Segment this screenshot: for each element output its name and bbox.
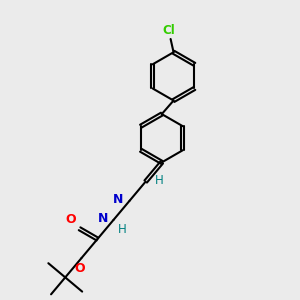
Text: O: O: [75, 262, 85, 275]
Text: H: H: [118, 223, 127, 236]
Text: O: O: [65, 213, 76, 226]
Text: Cl: Cl: [163, 24, 175, 37]
Text: N: N: [98, 212, 108, 225]
Text: N: N: [113, 193, 123, 206]
Text: H: H: [155, 174, 164, 187]
